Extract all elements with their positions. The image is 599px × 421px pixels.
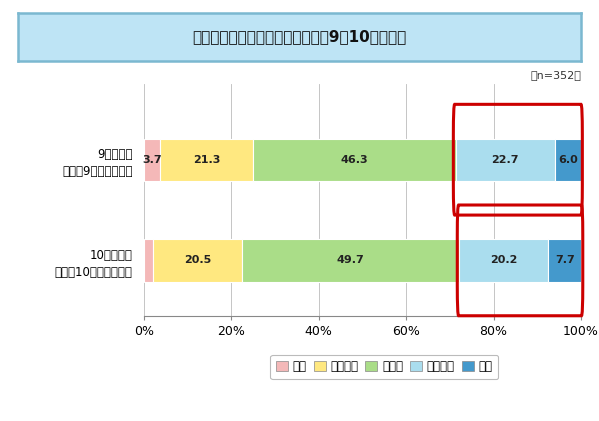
Bar	[242, 239, 459, 282]
Bar	[459, 239, 548, 282]
Text: 22.7: 22.7	[491, 155, 519, 165]
Bar	[455, 139, 555, 181]
Bar	[144, 239, 153, 282]
Text: 車両の稼働の動向（前年同月比の9・10月実績）: 車両の稼働の動向（前年同月比の9・10月実績）	[192, 29, 407, 44]
Text: 20.5: 20.5	[184, 256, 211, 265]
Bar	[253, 139, 455, 181]
Text: 7.7: 7.7	[555, 256, 574, 265]
Legend: 上昇, やや上昇, 横ばい, やや下落, 下落: 上昇, やや上昇, 横ばい, やや下落, 下落	[270, 354, 498, 379]
Text: （n=352）: （n=352）	[530, 69, 581, 80]
Bar	[160, 139, 253, 181]
Text: 21.3: 21.3	[193, 155, 220, 165]
Bar	[555, 139, 581, 181]
Bar	[153, 239, 242, 282]
Text: 46.3: 46.3	[340, 155, 368, 165]
Bar	[144, 139, 160, 181]
Text: 3.7: 3.7	[142, 155, 162, 165]
Text: 6.0: 6.0	[558, 155, 578, 165]
Text: 20.2: 20.2	[490, 256, 518, 265]
Text: 49.7: 49.7	[337, 256, 365, 265]
Bar	[548, 239, 582, 282]
